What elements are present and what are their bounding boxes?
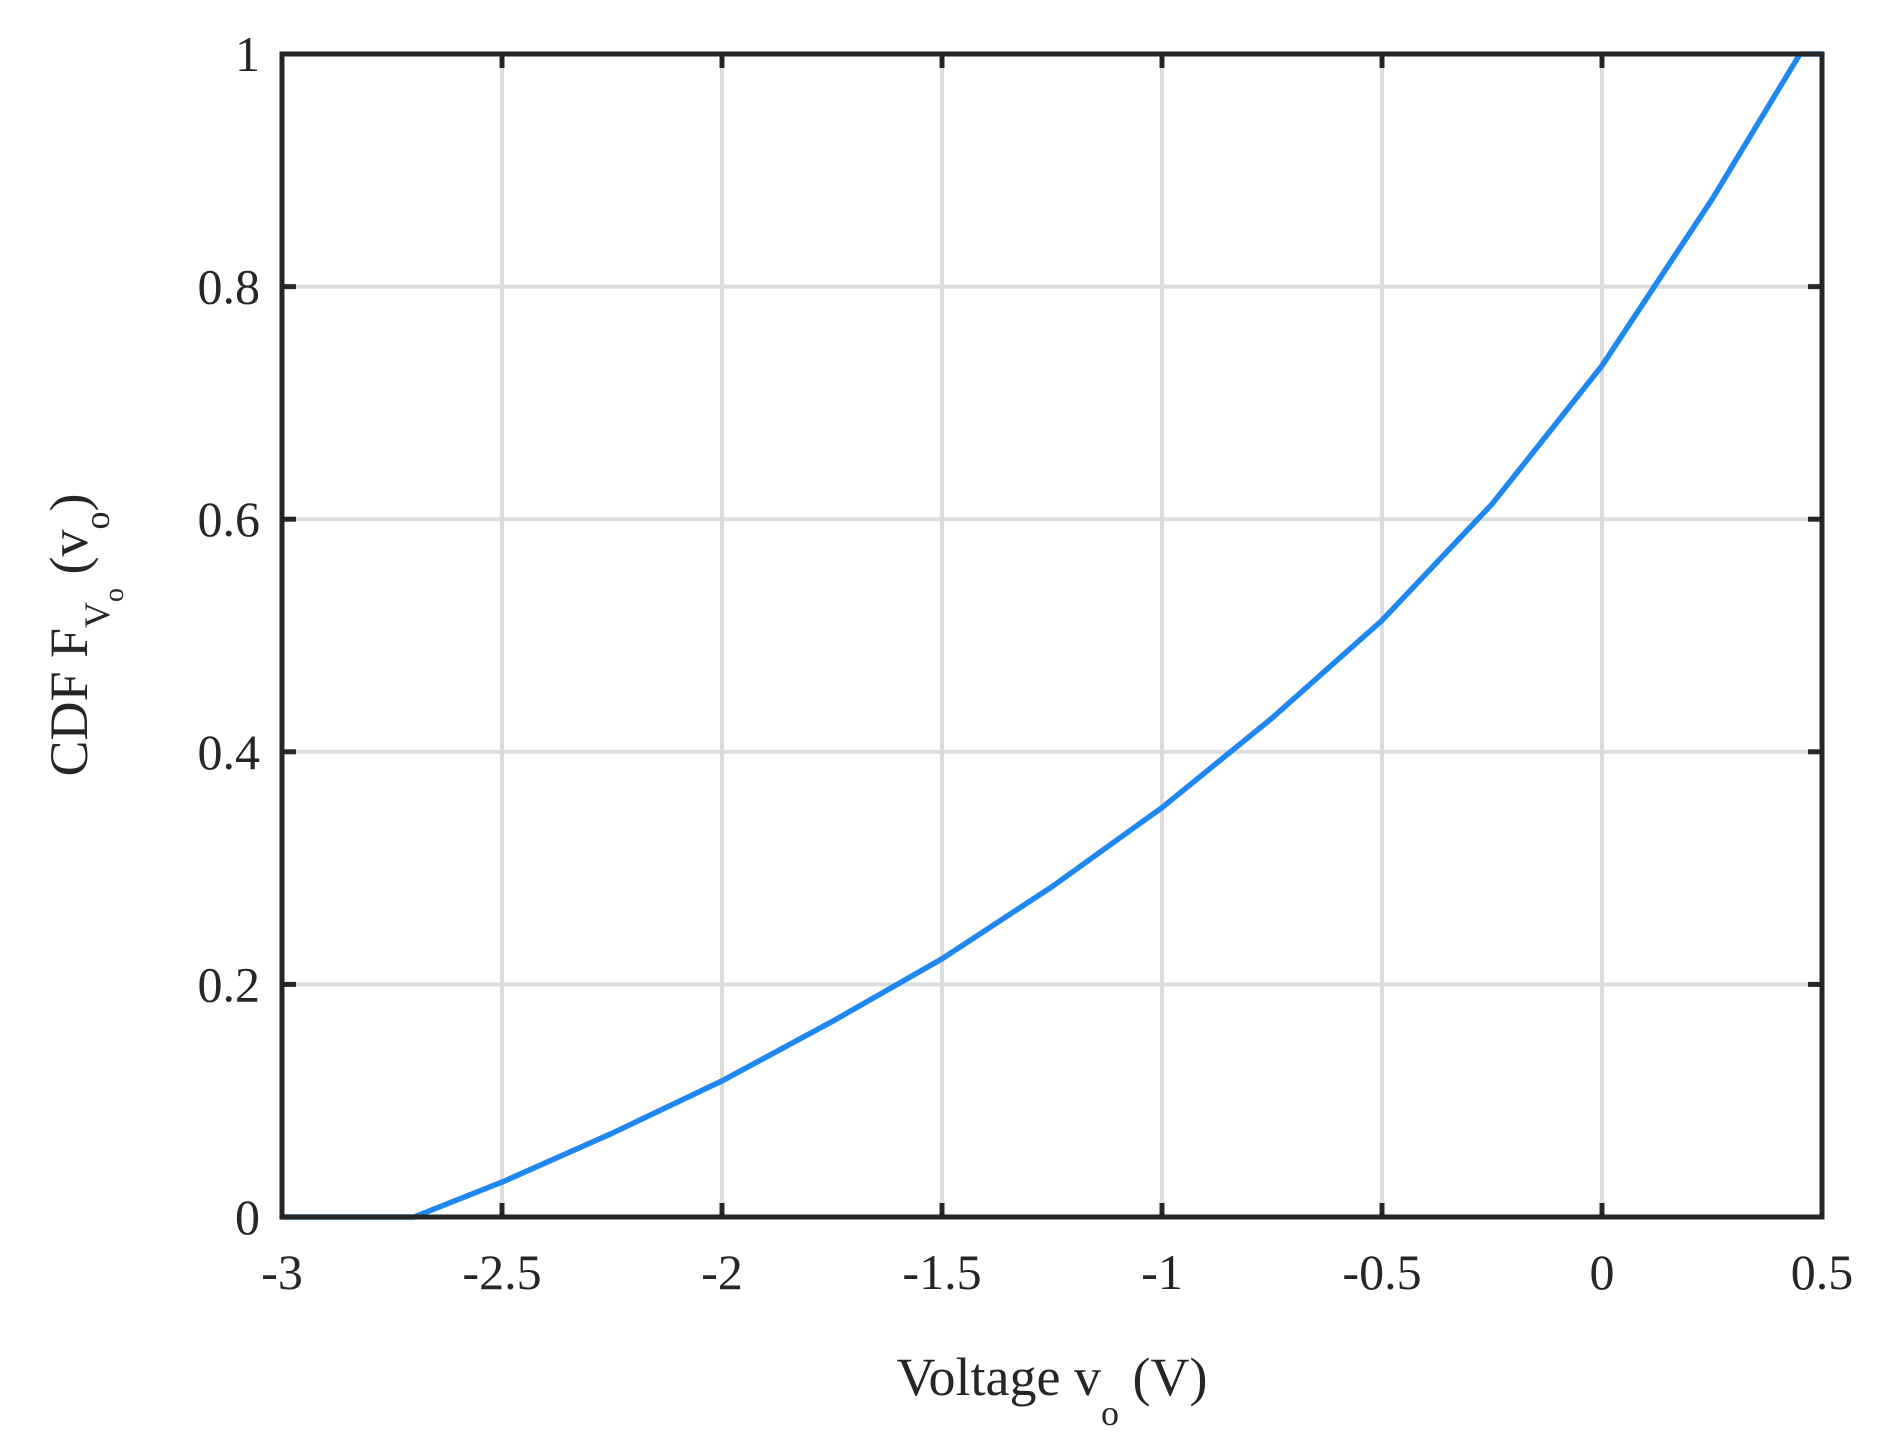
x-tick-label: -2 <box>701 1244 743 1300</box>
y-tick-label: 0.4 <box>198 724 261 780</box>
y-axis-label: CDF FVo (vo) <box>39 493 130 776</box>
ticks <box>279 51 1825 1220</box>
cdf-line <box>279 51 1825 1220</box>
x-tick-labels: -3 -2.5 -2 -1.5 -1 -0.5 0 0.5 <box>261 1244 1853 1300</box>
y-tick-labels: 0 0.2 0.4 0.6 0.8 1 <box>198 26 261 1245</box>
x-tick-label: 0.5 <box>1791 1244 1854 1300</box>
axes-box <box>279 51 1825 1220</box>
x-tick-label: -2.5 <box>462 1244 541 1300</box>
y-tick-label: 0.8 <box>198 259 261 315</box>
x-tick-label: -1.5 <box>902 1244 981 1300</box>
y-tick-label: 0.2 <box>198 956 261 1012</box>
y-tick-label: 0 <box>235 1189 260 1245</box>
x-tick-label: -3 <box>261 1244 303 1300</box>
y-tick-label: 1 <box>235 26 260 82</box>
y-tick-label: 0.6 <box>198 491 261 547</box>
series-layer <box>279 51 1825 1220</box>
x-tick-label: -0.5 <box>1342 1244 1421 1300</box>
x-tick-label: -1 <box>1141 1244 1183 1300</box>
x-tick-label: 0 <box>1590 1244 1615 1300</box>
x-axis-label: Voltage vo (V) <box>897 1347 1208 1433</box>
plot-area <box>282 54 1822 1217</box>
